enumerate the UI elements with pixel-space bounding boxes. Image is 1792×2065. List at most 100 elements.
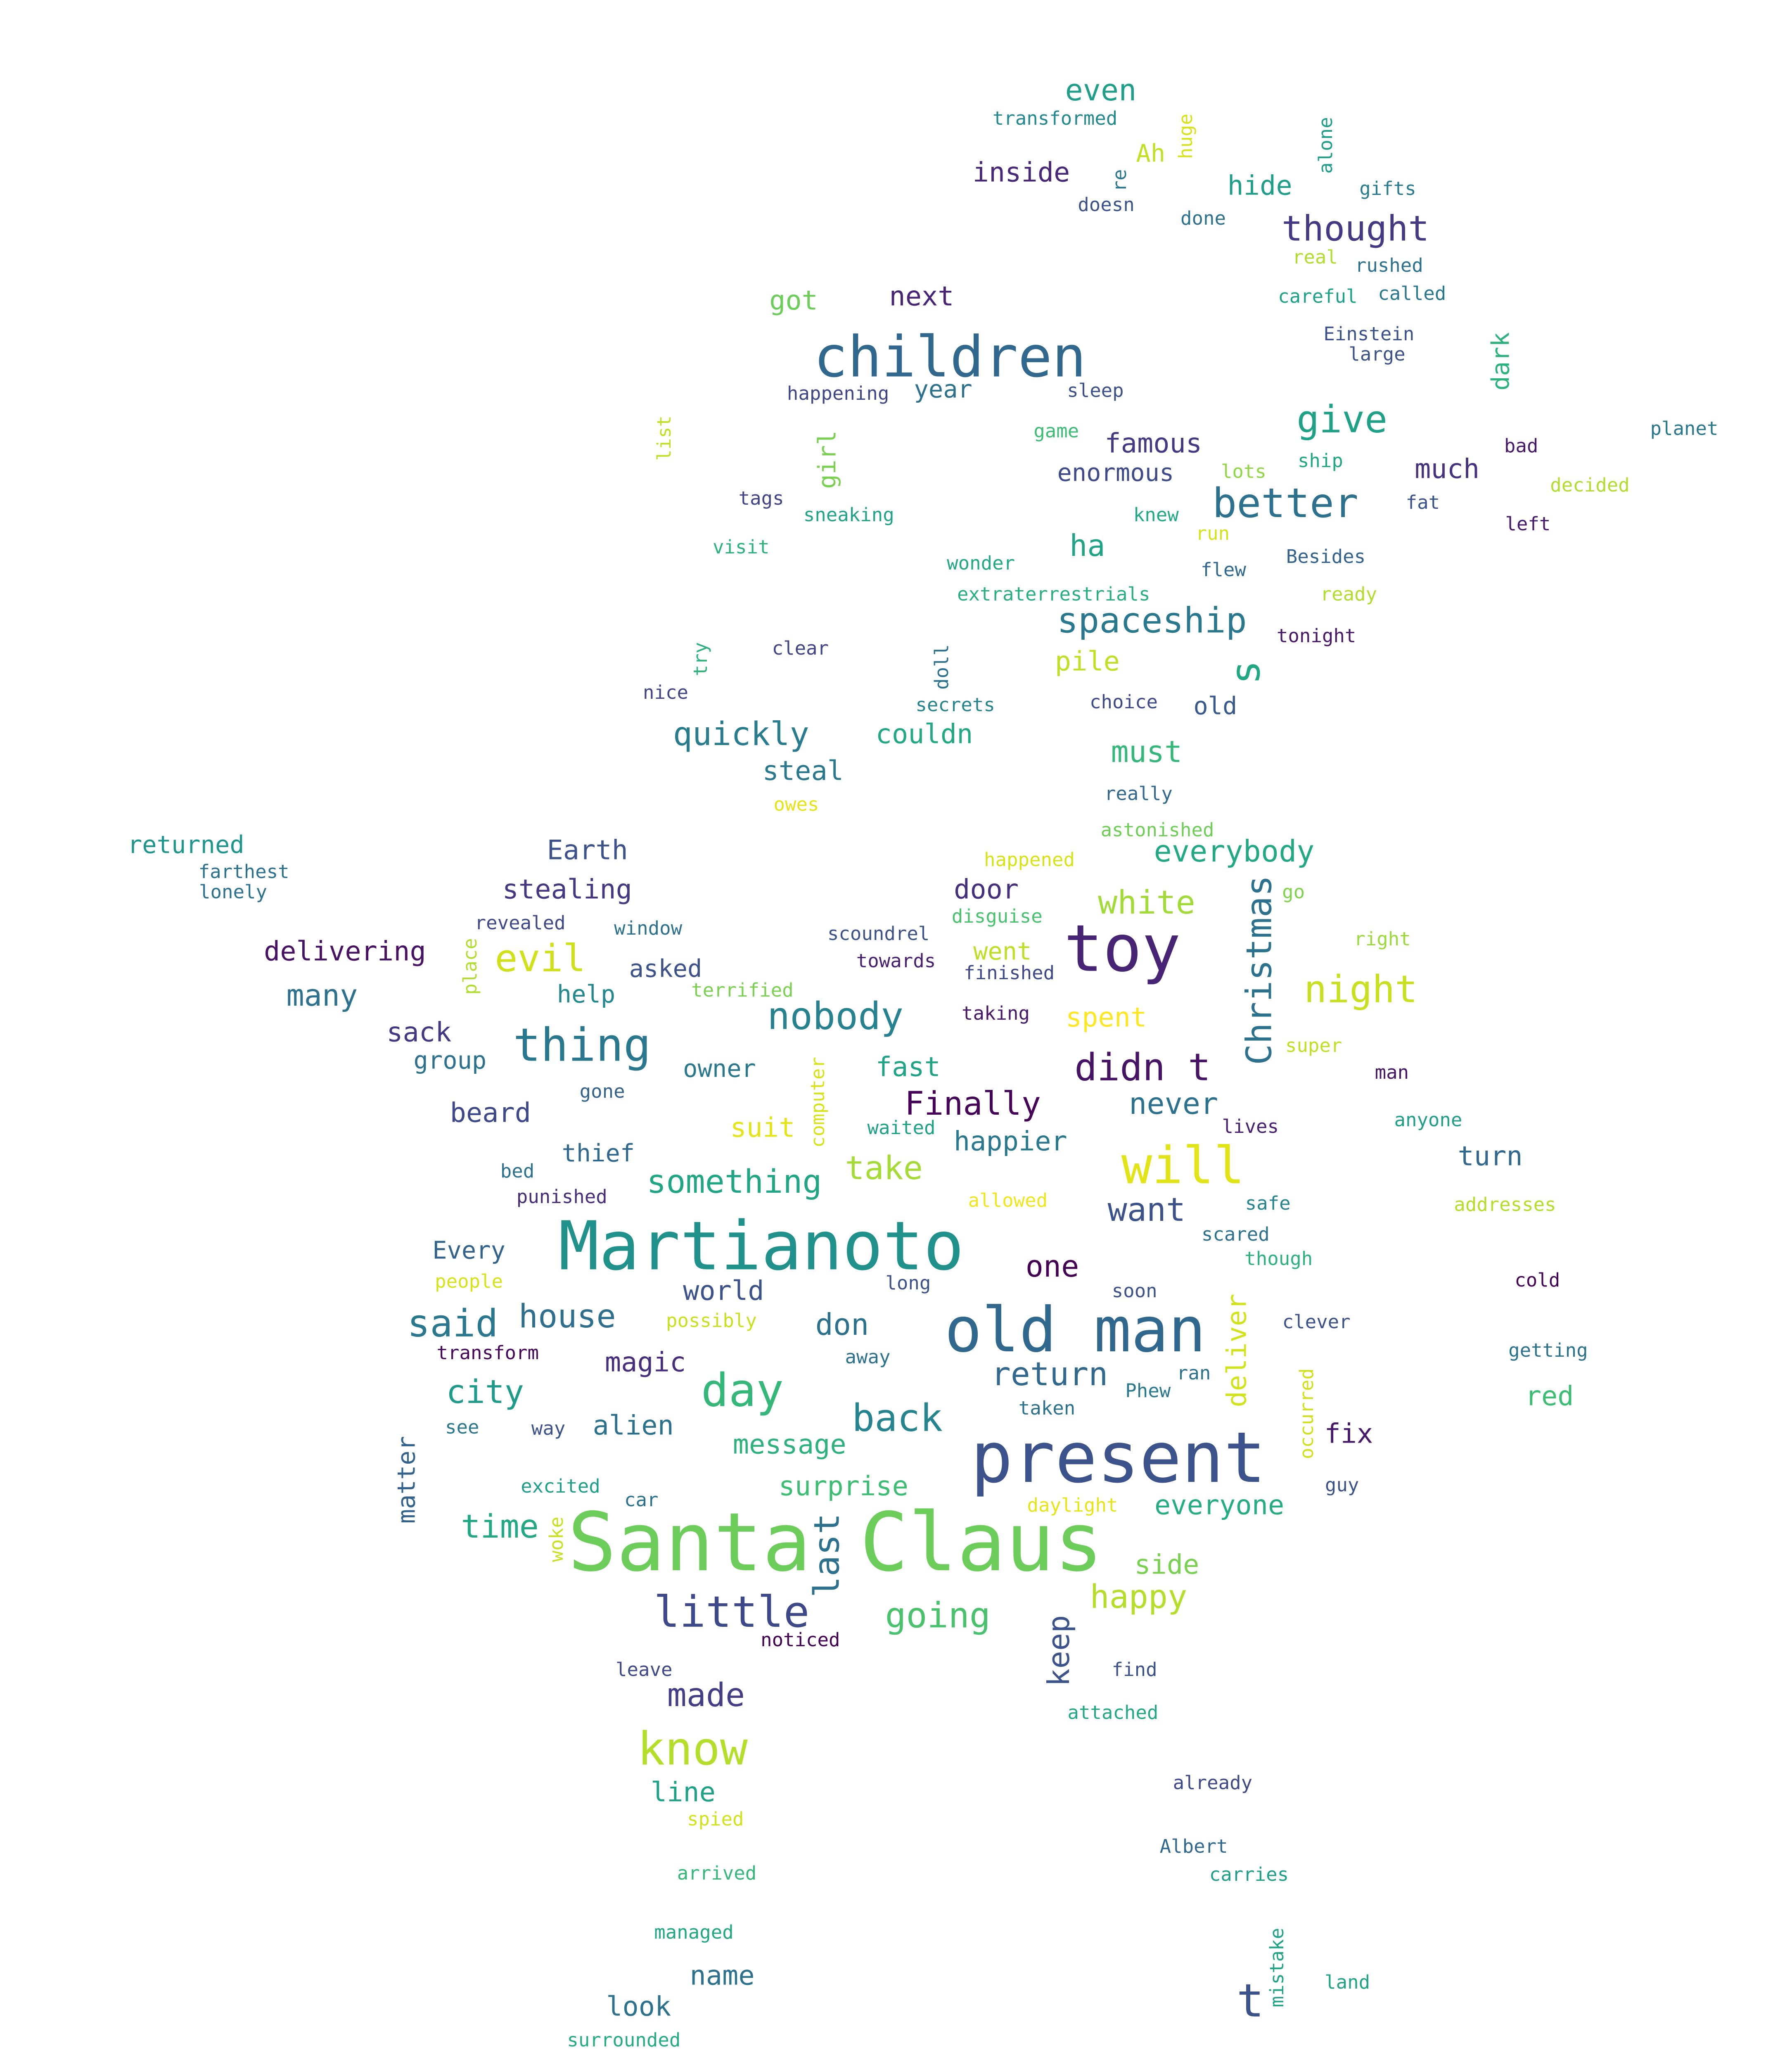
- word-safe: safe: [1245, 1192, 1291, 1215]
- word-take: take: [845, 1149, 923, 1187]
- word-happy: happy: [1090, 1578, 1188, 1616]
- word-managed: managed: [654, 1921, 734, 1944]
- word-surprise: surprise: [778, 1470, 908, 1502]
- word-ah: Ah: [1136, 139, 1166, 168]
- word-pile: pile: [1055, 646, 1120, 677]
- word-many: many: [286, 978, 358, 1013]
- word-called: called: [1378, 282, 1446, 305]
- word-scoundrel: scoundrel: [827, 923, 930, 945]
- word-astonished: astonished: [1100, 819, 1214, 841]
- word-don: don: [815, 1307, 869, 1342]
- word-tonight: tonight: [1276, 625, 1356, 647]
- word-daylight: daylight: [1027, 1494, 1118, 1517]
- word-door: door: [954, 873, 1019, 905]
- word-name: name: [690, 1960, 755, 1991]
- word-suit: suit: [730, 1112, 795, 1144]
- word-right: right: [1354, 928, 1411, 950]
- word-group: group: [413, 1046, 487, 1075]
- word-christmas: Christmas: [1239, 875, 1280, 1066]
- word-delivering: delivering: [263, 935, 426, 967]
- word-girl: girl: [813, 430, 841, 489]
- word-excited: excited: [521, 1475, 600, 1498]
- word-revealed: revealed: [474, 912, 566, 934]
- word-every: Every: [432, 1236, 505, 1265]
- word-guy: guy: [1325, 1474, 1359, 1496]
- word-farthest: farthest: [198, 861, 289, 883]
- word-red: red: [1525, 1380, 1574, 1412]
- word-though: though: [1244, 1247, 1313, 1270]
- word-land: land: [1325, 1971, 1370, 1994]
- word-hide: hide: [1227, 170, 1292, 202]
- word-toy: toy: [1064, 911, 1181, 986]
- word-didn-t: didn t: [1074, 1045, 1211, 1089]
- word-want: want: [1107, 1191, 1186, 1229]
- word-taking: taking: [961, 1002, 1030, 1025]
- word-arrived: arrived: [677, 1862, 757, 1884]
- word-go: go: [1282, 881, 1305, 903]
- word-clever: clever: [1282, 1311, 1351, 1333]
- word-inside: inside: [972, 157, 1070, 188]
- word-mistake: mistake: [1266, 1927, 1288, 2008]
- word-gifts: gifts: [1359, 177, 1416, 199]
- word-large: large: [1349, 343, 1406, 366]
- word-deliver: deliver: [1221, 1294, 1252, 1408]
- word-santa-claus: Santa Claus: [567, 1495, 1103, 1590]
- word-got: got: [769, 285, 818, 316]
- word-even: even: [1065, 72, 1137, 107]
- word-woke: woke: [545, 1516, 567, 1562]
- word-phew: Phew: [1125, 1379, 1171, 1402]
- word-tags: tags: [738, 487, 784, 510]
- word-last: last: [806, 1513, 848, 1597]
- word-never: never: [1129, 1086, 1218, 1121]
- word-scared: scared: [1201, 1223, 1270, 1246]
- word-window: window: [614, 917, 683, 940]
- word-transform: transform: [436, 1342, 539, 1364]
- word-surrounded: surrounded: [567, 2029, 681, 2051]
- word-planet: planet: [1650, 417, 1719, 439]
- word-super: super: [1285, 1035, 1342, 1057]
- word-choice: choice: [1089, 691, 1158, 713]
- word-fat: fat: [1406, 491, 1440, 514]
- word-line: line: [650, 1776, 716, 1808]
- word-taken: taken: [1018, 1397, 1076, 1419]
- word-owner: owner: [683, 1054, 756, 1083]
- word-little: little: [654, 1586, 810, 1637]
- word-fast: fast: [875, 1051, 941, 1083]
- word-car: car: [624, 1489, 659, 1511]
- word-owes: owes: [773, 793, 819, 816]
- word-sneaking: sneaking: [803, 503, 894, 526]
- word-flew: flew: [1200, 559, 1246, 581]
- word-everybody: everybody: [1154, 834, 1315, 869]
- word-man: man: [1375, 1061, 1409, 1084]
- word-must: must: [1111, 734, 1183, 769]
- word-house: house: [518, 1297, 616, 1335]
- word-year: year: [914, 375, 972, 404]
- word-alien: alien: [593, 1410, 674, 1441]
- word-sleep: sleep: [1067, 380, 1124, 402]
- word-will: will: [1121, 1136, 1245, 1196]
- word-doll: doll: [931, 644, 953, 690]
- word-give: give: [1297, 397, 1388, 441]
- word-leave: leave: [616, 1659, 673, 1681]
- word-know: know: [637, 1722, 748, 1776]
- word-see: see: [445, 1416, 479, 1438]
- word-list: list: [653, 415, 675, 461]
- word-clear: clear: [772, 637, 829, 659]
- word-addresses: addresses: [1454, 1194, 1556, 1216]
- word-turn: turn: [1458, 1140, 1523, 1172]
- word-nobody: nobody: [767, 994, 904, 1038]
- word-happening: happening: [787, 382, 889, 404]
- word-look: look: [606, 1991, 671, 2022]
- word-matter: matter: [392, 1436, 421, 1524]
- word-thing: thing: [513, 1018, 651, 1072]
- word-s: s: [1222, 660, 1270, 685]
- word-t: t: [1236, 1974, 1264, 2028]
- word-said: said: [407, 1301, 498, 1346]
- word-asked: asked: [629, 954, 702, 983]
- word-waited: waited: [867, 1117, 936, 1139]
- word-night: night: [1304, 967, 1418, 1011]
- word-happier: happier: [953, 1125, 1067, 1157]
- word-dark: dark: [1486, 332, 1515, 391]
- word-old-man: old man: [944, 1294, 1206, 1366]
- word-decided: decided: [1550, 474, 1630, 496]
